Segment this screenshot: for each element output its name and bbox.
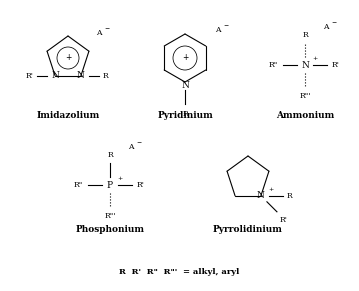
Text: R  R'  R"  R"'  = alkyl, aryl: R R' R" R"' = alkyl, aryl [119,268,239,276]
Text: −: − [136,139,141,145]
Text: R: R [182,110,188,118]
Text: Imidazolium: Imidazolium [36,111,100,120]
Text: R': R' [280,216,288,224]
Text: N: N [301,61,309,70]
Text: N: N [51,71,59,80]
Text: N: N [181,81,189,90]
Text: R: R [107,151,113,159]
Text: −: − [223,22,228,28]
Text: Pyridinium: Pyridinium [157,111,213,120]
Text: R: R [302,31,308,39]
Text: R': R' [332,61,340,69]
Text: R"': R"' [299,92,311,100]
Text: Pyrrolidinium: Pyrrolidinium [213,226,283,235]
Text: R"': R"' [104,212,116,220]
Text: +: + [117,177,122,182]
Text: +: + [182,54,188,63]
Text: A: A [128,143,134,151]
Text: A: A [96,29,102,37]
Text: R: R [287,192,293,200]
Text: A: A [323,23,328,31]
Text: R": R" [74,181,83,189]
Text: +: + [312,56,317,61]
Text: R: R [103,72,109,80]
Text: P: P [107,180,113,189]
Text: N: N [257,191,265,200]
Text: Phosphonium: Phosphonium [75,226,145,235]
Text: −: − [331,19,336,24]
Text: +: + [268,187,273,192]
Text: Ammonium: Ammonium [276,111,334,120]
Text: R': R' [137,181,145,189]
Text: N: N [77,71,85,80]
Text: R': R' [25,72,33,80]
Text: −: − [104,26,109,31]
Text: +: + [65,54,71,63]
Text: R": R" [269,61,278,69]
Text: A: A [215,26,220,34]
